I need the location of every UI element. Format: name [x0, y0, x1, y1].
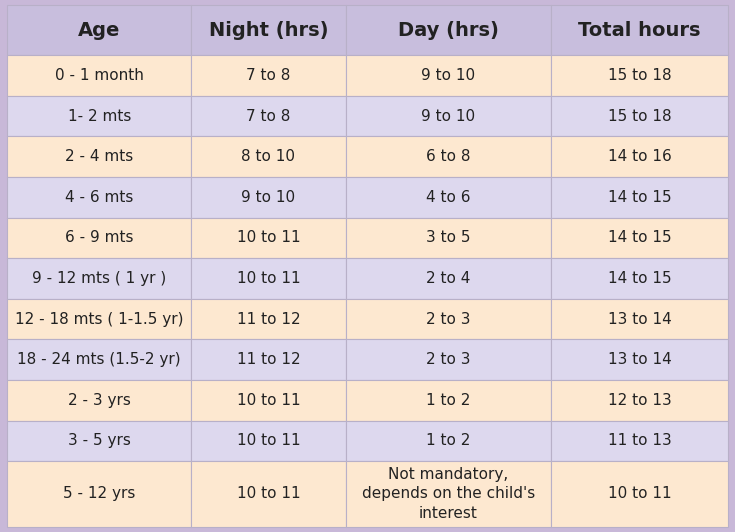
- Bar: [7, 96, 191, 137]
- Text: 10 to 11: 10 to 11: [237, 393, 301, 408]
- Text: 12 - 18 mts ( 1-1.5 yr): 12 - 18 mts ( 1-1.5 yr): [15, 312, 184, 327]
- Text: 15 to 18: 15 to 18: [608, 68, 671, 83]
- Text: 2 to 3: 2 to 3: [426, 312, 471, 327]
- Bar: [191, 218, 346, 258]
- Text: 14 to 15: 14 to 15: [608, 190, 671, 205]
- Bar: [551, 461, 728, 527]
- Bar: [551, 339, 728, 380]
- Bar: [551, 177, 728, 218]
- Text: 11 to 12: 11 to 12: [237, 352, 301, 367]
- Bar: [7, 380, 191, 420]
- Text: 4 to 6: 4 to 6: [426, 190, 471, 205]
- Text: 3 to 5: 3 to 5: [426, 230, 471, 245]
- Text: 8 to 10: 8 to 10: [242, 149, 295, 164]
- Bar: [7, 299, 191, 339]
- Bar: [346, 258, 551, 299]
- Text: 1- 2 mts: 1- 2 mts: [68, 109, 131, 124]
- Bar: [346, 96, 551, 137]
- Bar: [191, 339, 346, 380]
- Text: 11 to 13: 11 to 13: [608, 433, 671, 448]
- Bar: [7, 461, 191, 527]
- Bar: [551, 258, 728, 299]
- Text: 4 - 6 mts: 4 - 6 mts: [65, 190, 133, 205]
- Text: 3 - 5 yrs: 3 - 5 yrs: [68, 433, 131, 448]
- Bar: [7, 258, 191, 299]
- Bar: [191, 96, 346, 137]
- Bar: [191, 461, 346, 527]
- Bar: [551, 96, 728, 137]
- Bar: [7, 137, 191, 177]
- Text: 14 to 15: 14 to 15: [608, 271, 671, 286]
- Text: 10 to 11: 10 to 11: [237, 486, 301, 501]
- Bar: [551, 218, 728, 258]
- Bar: [346, 55, 551, 96]
- Text: 10 to 11: 10 to 11: [237, 230, 301, 245]
- Text: 18 - 24 mts (1.5-2 yr): 18 - 24 mts (1.5-2 yr): [18, 352, 181, 367]
- Bar: [346, 218, 551, 258]
- Text: 10 to 11: 10 to 11: [237, 271, 301, 286]
- Bar: [346, 177, 551, 218]
- Text: 14 to 16: 14 to 16: [608, 149, 671, 164]
- Bar: [7, 5, 191, 55]
- Text: 2 to 4: 2 to 4: [426, 271, 470, 286]
- Bar: [191, 137, 346, 177]
- Bar: [191, 299, 346, 339]
- Text: Night (hrs): Night (hrs): [209, 21, 329, 40]
- Text: 7 to 8: 7 to 8: [246, 109, 290, 124]
- Text: 6 - 9 mts: 6 - 9 mts: [65, 230, 134, 245]
- Text: 10 to 11: 10 to 11: [237, 433, 301, 448]
- Text: 13 to 14: 13 to 14: [608, 352, 671, 367]
- Text: 10 to 11: 10 to 11: [608, 486, 671, 501]
- Bar: [551, 137, 728, 177]
- Bar: [191, 177, 346, 218]
- Bar: [551, 299, 728, 339]
- Bar: [7, 177, 191, 218]
- Bar: [7, 420, 191, 461]
- Bar: [346, 5, 551, 55]
- Bar: [551, 380, 728, 420]
- Bar: [191, 380, 346, 420]
- Text: Age: Age: [78, 21, 121, 40]
- Text: 9 to 10: 9 to 10: [421, 68, 476, 83]
- Text: 2 to 3: 2 to 3: [426, 352, 471, 367]
- Text: Not mandatory,
depends on the child's
interest: Not mandatory, depends on the child's in…: [362, 467, 535, 521]
- Text: 9 to 10: 9 to 10: [421, 109, 476, 124]
- Text: 1 to 2: 1 to 2: [426, 393, 470, 408]
- Bar: [346, 461, 551, 527]
- Bar: [551, 420, 728, 461]
- Text: 12 to 13: 12 to 13: [608, 393, 671, 408]
- Bar: [191, 55, 346, 96]
- Text: 11 to 12: 11 to 12: [237, 312, 301, 327]
- Text: 7 to 8: 7 to 8: [246, 68, 290, 83]
- Text: 1 to 2: 1 to 2: [426, 433, 470, 448]
- Bar: [346, 420, 551, 461]
- Bar: [346, 299, 551, 339]
- Text: 2 - 4 mts: 2 - 4 mts: [65, 149, 133, 164]
- Text: 14 to 15: 14 to 15: [608, 230, 671, 245]
- Text: 2 - 3 yrs: 2 - 3 yrs: [68, 393, 131, 408]
- Text: 0 - 1 month: 0 - 1 month: [54, 68, 143, 83]
- Bar: [7, 55, 191, 96]
- Text: 9 to 10: 9 to 10: [241, 190, 295, 205]
- Text: Total hours: Total hours: [578, 21, 700, 40]
- Bar: [346, 137, 551, 177]
- Text: Day (hrs): Day (hrs): [398, 21, 499, 40]
- Bar: [191, 420, 346, 461]
- Bar: [551, 5, 728, 55]
- Text: 5 - 12 yrs: 5 - 12 yrs: [63, 486, 135, 501]
- Bar: [551, 55, 728, 96]
- Text: 6 to 8: 6 to 8: [426, 149, 471, 164]
- Text: 13 to 14: 13 to 14: [608, 312, 671, 327]
- Text: 15 to 18: 15 to 18: [608, 109, 671, 124]
- Bar: [7, 339, 191, 380]
- Bar: [346, 380, 551, 420]
- Bar: [191, 258, 346, 299]
- Bar: [346, 339, 551, 380]
- Bar: [191, 5, 346, 55]
- Bar: [7, 218, 191, 258]
- Text: 9 - 12 mts ( 1 yr ): 9 - 12 mts ( 1 yr ): [32, 271, 166, 286]
